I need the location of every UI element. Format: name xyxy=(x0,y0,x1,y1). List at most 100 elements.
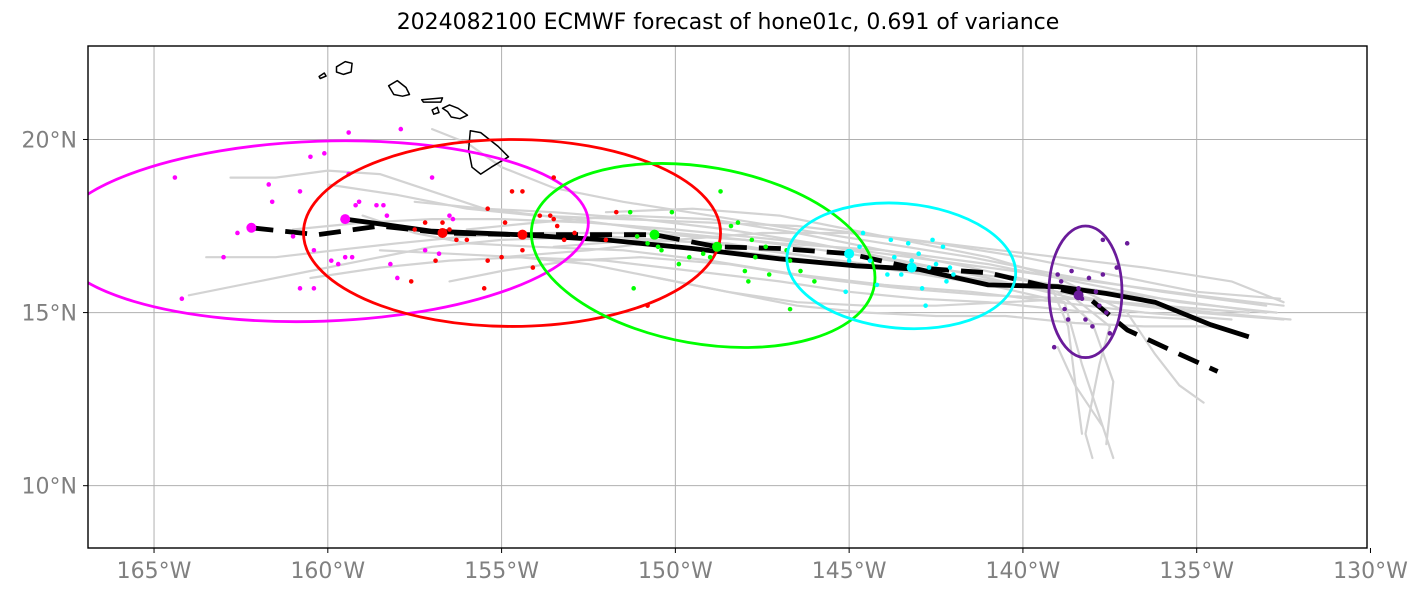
ensemble-track xyxy=(431,128,1268,307)
member-position-dot xyxy=(485,206,490,212)
member-position-dot xyxy=(1090,324,1095,329)
plot-title: 2024082100 ECMWF forecast of hone01c, 0.… xyxy=(396,10,1060,35)
member-position-dot xyxy=(645,241,650,246)
member-position-dot xyxy=(551,216,557,222)
ensemble-track xyxy=(656,276,1292,321)
spread-ellipse xyxy=(88,139,590,324)
ensemble-tracks xyxy=(187,128,1292,460)
member-position-dot xyxy=(1086,275,1092,281)
member-position-dot xyxy=(746,279,751,284)
mean-position-dot xyxy=(844,248,855,259)
tick-label-lon: 165°W xyxy=(117,559,192,584)
member-position-dot xyxy=(1104,310,1109,315)
member-position-dot xyxy=(1069,268,1074,274)
coastlines xyxy=(318,60,510,175)
member-position-dot xyxy=(843,289,848,295)
member-position-dot xyxy=(860,230,866,236)
member-position-dot xyxy=(395,275,400,281)
member-position-dot xyxy=(700,251,706,257)
ensemble-track xyxy=(378,249,1216,328)
member-position-dot xyxy=(766,272,772,277)
member-position-dot xyxy=(269,199,275,205)
member-position-dot xyxy=(520,247,525,253)
member-position-dot xyxy=(905,241,911,246)
member-position-dot xyxy=(645,303,650,308)
member-position-dot xyxy=(923,303,928,308)
member-position-dot xyxy=(381,202,386,208)
member-position-dot xyxy=(384,213,390,218)
member-position-dot xyxy=(916,251,921,257)
ensemble-track xyxy=(309,256,1198,321)
member-position-dot xyxy=(909,258,915,263)
member-position-dot xyxy=(812,279,817,284)
member-position-dot xyxy=(422,220,428,225)
member-position-dot xyxy=(308,154,313,160)
member-position-dot xyxy=(179,296,185,302)
member-position-dot xyxy=(398,126,404,132)
member-position-dot xyxy=(857,244,862,250)
member-position-dot xyxy=(499,254,504,260)
member-position-dot xyxy=(930,237,935,243)
member-position-dot xyxy=(885,272,890,277)
member-position-dot xyxy=(520,189,525,194)
member-position-dot xyxy=(933,261,939,267)
member-position-dot xyxy=(749,237,755,243)
member-position-dot xyxy=(436,251,442,257)
gridlines xyxy=(88,46,1367,548)
member-position-dot xyxy=(888,237,894,243)
member-position-dot xyxy=(353,202,358,208)
tick-label-lon: 160°W xyxy=(290,559,365,584)
member-position-dot xyxy=(485,258,490,263)
mean-position-dot xyxy=(712,241,723,252)
member-position-dot xyxy=(328,258,334,263)
tick-label-lat: 15°N xyxy=(22,302,77,327)
ensemble-track xyxy=(604,207,1205,404)
plot-frame xyxy=(87,45,1368,549)
member-position-dot xyxy=(266,182,272,187)
tick-label-lon: 150°W xyxy=(638,559,713,584)
member-position-dot xyxy=(356,199,362,205)
member-position-dot xyxy=(464,237,470,243)
member-position-dot xyxy=(951,272,956,277)
member-position-dot xyxy=(172,175,178,180)
ensemble-track xyxy=(500,231,1282,300)
member-position-dot xyxy=(846,258,852,263)
member-position-dot xyxy=(349,254,355,260)
member-position-dot xyxy=(763,244,769,250)
member-position-dot xyxy=(669,209,675,215)
member-position-dot xyxy=(221,254,226,260)
member-position-dot xyxy=(944,279,949,284)
uncertainty-groups xyxy=(88,126,1130,359)
member-position-dot xyxy=(634,234,640,239)
member-position-dot xyxy=(603,237,609,243)
member-position-dot xyxy=(322,151,327,156)
member-position-dot xyxy=(926,265,932,270)
member-position-dot xyxy=(454,237,459,243)
axis-ticks: 165°W 160°W 155°W 150°W 145°W 140°W 135°W 130°W… xyxy=(22,128,1409,584)
member-position-dot xyxy=(947,265,953,270)
member-position-dot xyxy=(613,209,619,215)
member-position-dot xyxy=(554,223,560,229)
member-position-dot xyxy=(1058,279,1064,284)
member-position-dot xyxy=(551,175,557,180)
mean-position-dot xyxy=(437,227,448,238)
tick-label-lon: 145°W xyxy=(812,559,887,584)
member-position-dot xyxy=(537,213,543,218)
member-position-dot xyxy=(676,261,682,267)
member-position-dot xyxy=(940,244,946,250)
mean-position-dot xyxy=(649,229,660,240)
member-position-dot xyxy=(346,130,351,135)
member-position-dot xyxy=(892,254,897,260)
member-position-dot xyxy=(1093,289,1099,295)
member-position-dot xyxy=(798,268,803,274)
member-position-dot xyxy=(1051,344,1057,350)
ensemble-track xyxy=(465,214,1084,435)
member-position-dot xyxy=(450,216,456,222)
member-position-dot xyxy=(412,227,418,232)
island-maui xyxy=(441,104,469,120)
member-position-dot xyxy=(311,247,317,253)
tick-label-lon: 130°W xyxy=(1333,559,1408,584)
spread-ellipse xyxy=(302,138,722,328)
member-position-dot xyxy=(481,286,487,291)
island-niihau xyxy=(318,72,327,80)
